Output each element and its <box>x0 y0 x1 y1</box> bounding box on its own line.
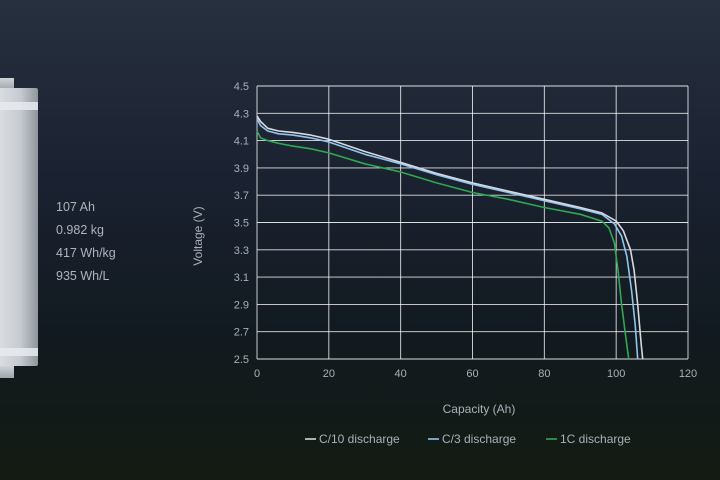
negative-terminal <box>0 366 14 378</box>
x-axis-label: Capacity (Ah) <box>443 402 516 416</box>
x-tick-label: 60 <box>466 368 478 380</box>
cell-top-band <box>0 102 38 110</box>
y-tick-label: 4.1 <box>234 136 249 148</box>
cell-specs: 107 Ah 0.982 kg 417 Wh/kg 935 Wh/L <box>56 196 116 288</box>
x-tick-label: 0 <box>254 368 260 380</box>
x-axis-ticks: 0 20 40 60 80 100 120 <box>254 368 697 380</box>
series-line-1 <box>256 118 639 360</box>
y-axis-label: Voltage (V) <box>191 206 205 265</box>
y-axis-ticks: 2.5 2.7 2.9 3.1 3.3 3.5 3.7 3.9 4.1 4.3 4.5 <box>234 81 249 366</box>
battery-cell-image <box>0 78 40 378</box>
cell-bottom-band <box>0 348 38 356</box>
cell-can <box>0 88 38 366</box>
legend-label-2: 1C discharge <box>560 432 631 446</box>
y-tick-label: 2.9 <box>234 299 249 311</box>
y-tick-label: 4.3 <box>234 108 249 120</box>
x-tick-label: 100 <box>607 368 625 380</box>
y-tick-label: 3.3 <box>234 245 249 257</box>
positive-terminal <box>0 78 14 90</box>
y-tick-label: 2.7 <box>234 327 249 339</box>
x-tick-label: 20 <box>323 368 335 380</box>
y-tick-label: 4.5 <box>234 81 249 93</box>
x-tick-label: 40 <box>395 368 407 380</box>
y-tick-label: 2.5 <box>234 354 249 366</box>
spec-gravimetric-density: 417 Wh/kg <box>56 246 116 260</box>
spec-volumetric-density: 935 Wh/L <box>56 269 110 283</box>
legend-label-1: C/3 discharge <box>442 432 516 446</box>
series-line-2 <box>256 130 630 360</box>
chart-series <box>256 115 644 360</box>
x-tick-label: 120 <box>679 368 697 380</box>
y-tick-label: 3.5 <box>234 218 249 230</box>
series-line-0 <box>256 115 644 360</box>
legend-label-0: C/10 discharge <box>319 432 400 446</box>
spec-mass: 0.982 kg <box>56 223 104 237</box>
x-tick-label: 80 <box>538 368 550 380</box>
y-tick-label: 3.1 <box>234 272 249 284</box>
chart-legend: C/10 discharge C/3 discharge 1C discharge <box>305 432 631 446</box>
y-tick-label: 3.9 <box>234 163 249 175</box>
spec-capacity: 107 Ah <box>56 200 95 214</box>
y-tick-label: 3.7 <box>234 190 249 202</box>
